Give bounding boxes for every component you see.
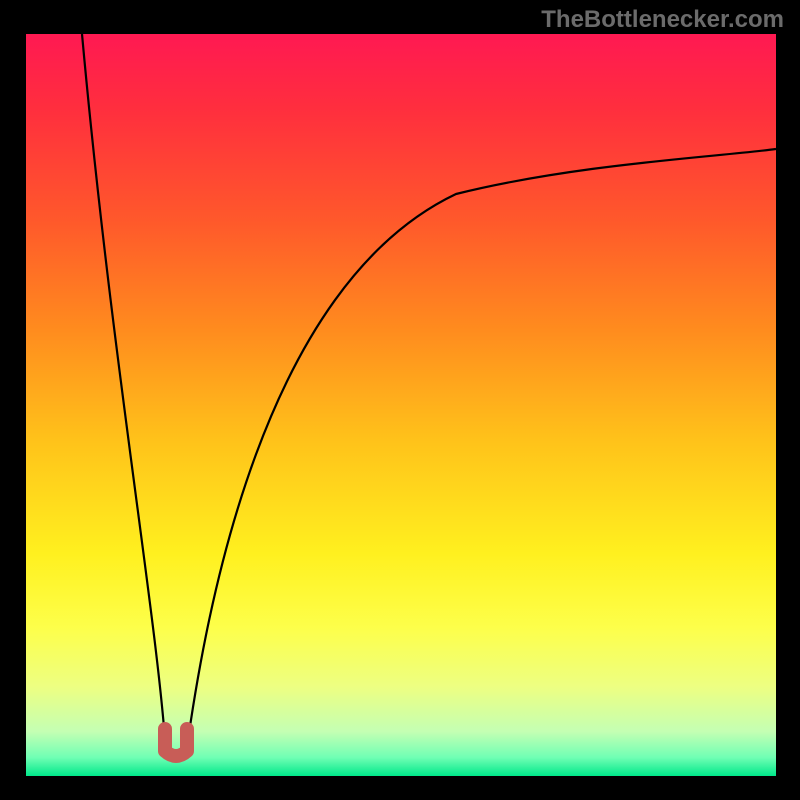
plot-background [26, 34, 776, 776]
chart-stage: TheBottlenecker.com [0, 0, 800, 800]
watermark-label: TheBottlenecker.com [541, 6, 784, 34]
bottleneck-plot [26, 34, 776, 776]
